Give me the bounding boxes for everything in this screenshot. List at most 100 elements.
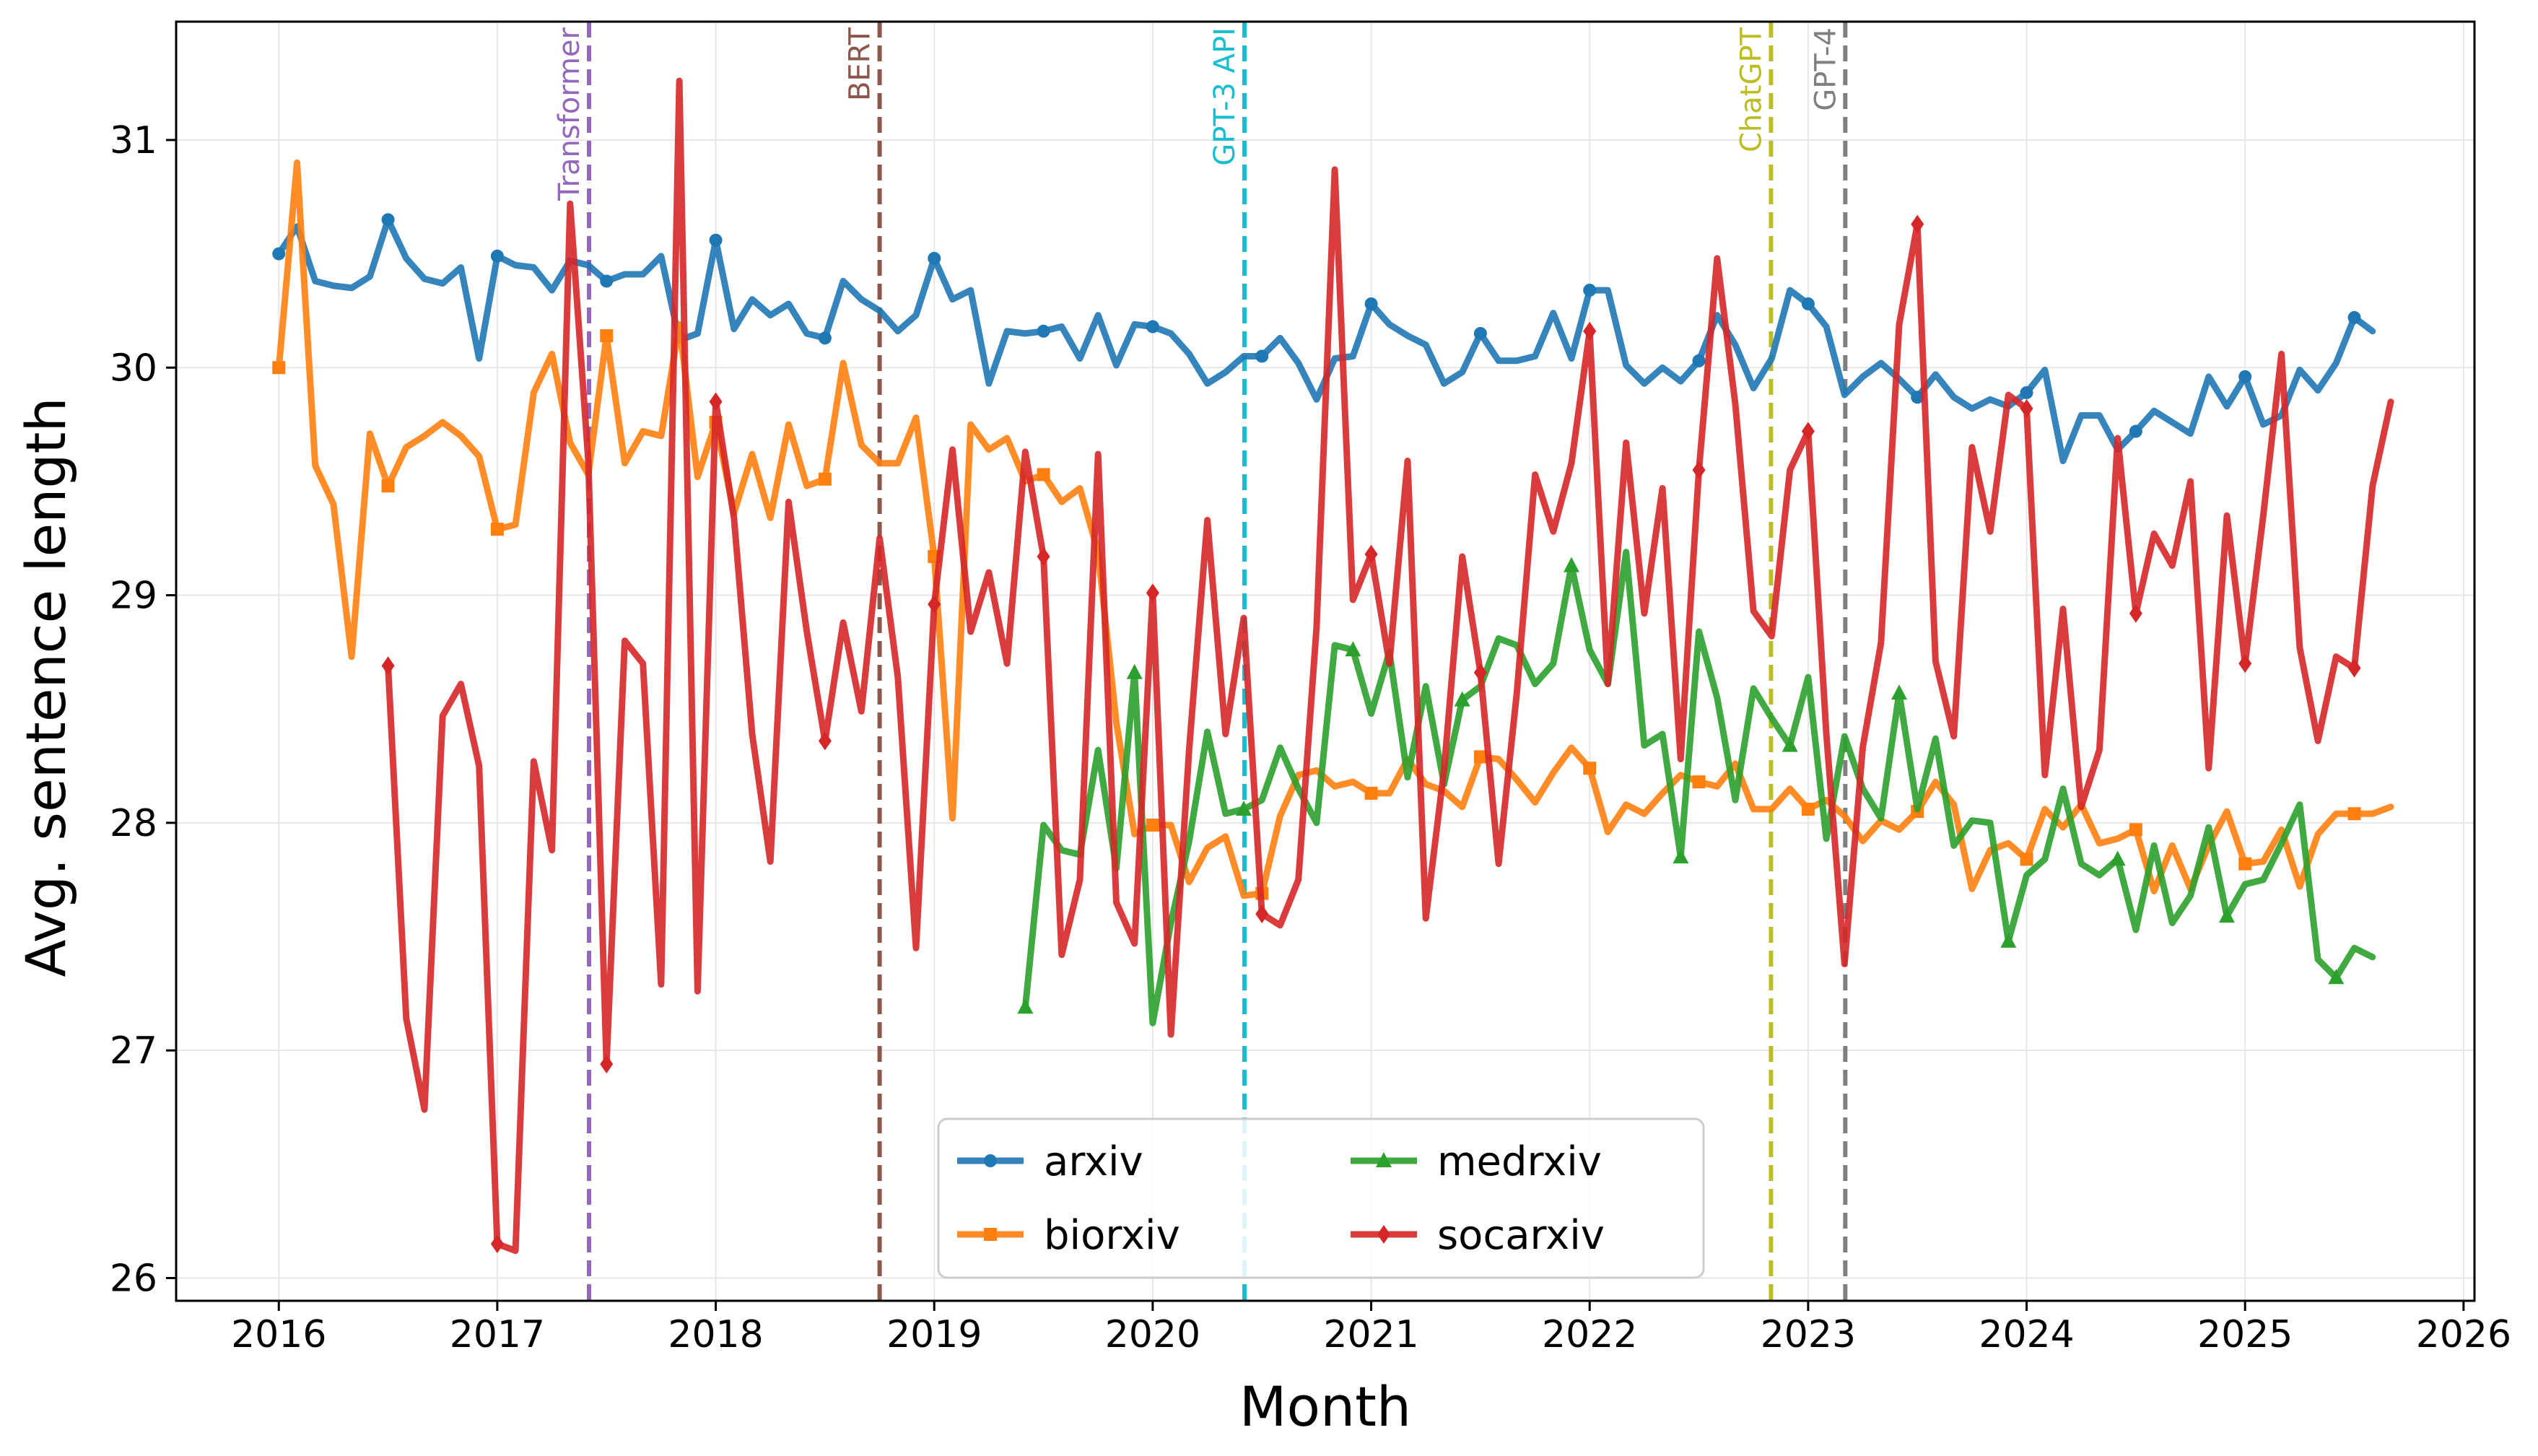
series-socarxiv (381, 77, 2394, 1255)
data-point (1583, 321, 1597, 341)
event-label: GPT-3 API (1208, 27, 1242, 166)
data-point (1801, 802, 1815, 816)
plot-frame (175, 20, 2476, 1302)
event-label: ChatGPT (1735, 27, 1768, 152)
data-point (709, 233, 723, 247)
data-point (2347, 310, 2361, 324)
y-tick-label: 27 (110, 1029, 157, 1073)
x-tick-label: 2019 (886, 1313, 982, 1356)
x-tick-label: 2024 (1979, 1313, 2074, 1356)
data-point (1255, 349, 1269, 363)
data-point (1801, 422, 1815, 441)
data-point (1377, 1225, 1390, 1244)
data-point (2328, 969, 2345, 985)
data-point (272, 247, 286, 261)
data-point (1364, 544, 1378, 564)
data-point (490, 249, 504, 263)
data-point (1473, 326, 1487, 340)
data-point (381, 213, 395, 227)
data-point (1473, 663, 1487, 682)
data-point (600, 329, 614, 343)
data-point (2000, 932, 2017, 948)
data-point (1037, 468, 1050, 481)
data-point (928, 595, 941, 614)
data-point (818, 472, 832, 486)
data-point (1236, 800, 1252, 816)
legend-label: biorxiv (1044, 1212, 1180, 1259)
data-point (1583, 284, 1597, 297)
data-point (1782, 736, 1798, 752)
data-point (1692, 461, 1706, 480)
x-tick-label: 2023 (1761, 1313, 1856, 1356)
series-biorxiv (272, 160, 2394, 900)
data-point (2347, 658, 2361, 678)
x-tick-label: 2025 (2197, 1313, 2293, 1356)
data-point (1345, 641, 1361, 657)
data-point (490, 523, 504, 536)
series-line (275, 160, 2394, 899)
data-point (984, 1154, 997, 1167)
y-axis-label: Avg. sentence length (14, 397, 78, 977)
data-point (2129, 603, 2142, 623)
data-point (2238, 857, 2252, 871)
legend-label: medrxiv (1437, 1138, 1602, 1185)
x-tick-label: 2022 (1542, 1313, 1637, 1356)
axes: 2016 2017 2018 2019 2020 2021 2022 2023 2024 2025… (110, 20, 2511, 1356)
data-point (600, 274, 614, 288)
legend-label: arxiv (1044, 1138, 1143, 1185)
data-point (2218, 907, 2235, 923)
y-tick-label: 26 (110, 1257, 157, 1300)
data-point (1146, 583, 1159, 603)
data-point (2020, 853, 2033, 866)
data-point (1017, 998, 1034, 1014)
x-tick-label: 2020 (1105, 1313, 1200, 1356)
data-point (2020, 399, 2033, 419)
data-point (1801, 297, 1815, 310)
data-point (1146, 819, 1159, 832)
x-tick-label: 2021 (1323, 1313, 1418, 1356)
y-tick-label: 31 (110, 119, 157, 162)
data-point (2129, 823, 2142, 837)
data-point (490, 1234, 504, 1254)
x-tick-label: 2026 (2416, 1313, 2511, 1356)
data-point (2238, 370, 2252, 383)
data-point (818, 731, 832, 751)
data-point (272, 361, 286, 375)
data-point (381, 656, 395, 676)
data-point (1255, 904, 1269, 923)
data-point (2129, 424, 2142, 438)
data-point (1673, 848, 1689, 864)
legend-label: socarxiv (1437, 1212, 1605, 1259)
data-point (1891, 684, 1908, 700)
data-point (928, 251, 941, 265)
y-tick-label: 30 (110, 346, 157, 390)
data-point (1692, 354, 1706, 367)
series-line (1021, 549, 2376, 1026)
series-lines (272, 77, 2394, 1255)
data-point (1037, 324, 1050, 338)
event-label: Transformer (553, 27, 586, 201)
event-label: GPT-4 (1809, 27, 1842, 111)
y-tick-label: 28 (110, 802, 157, 845)
data-point (1146, 320, 1159, 334)
data-point (2347, 807, 2361, 821)
data-point (1454, 691, 1470, 707)
data-point (1911, 214, 1924, 234)
data-point (1583, 762, 1597, 775)
data-point (1376, 1152, 1392, 1167)
data-point (709, 392, 723, 411)
data-point (600, 1055, 614, 1074)
data-point (1473, 750, 1487, 764)
data-point (1037, 546, 1050, 566)
data-point (2109, 850, 2126, 866)
legend: arxiv biorxiv medrxiv socarxiv (937, 1117, 1705, 1279)
data-point (1364, 297, 1378, 310)
x-tick-label: 2017 (450, 1313, 545, 1356)
data-point (2238, 654, 2252, 673)
data-point (1692, 775, 1706, 789)
data-point (818, 331, 832, 345)
x-axis-label: Month (1239, 1374, 1411, 1439)
data-point (1911, 391, 1924, 404)
data-point (1364, 786, 1378, 800)
data-point (984, 1228, 997, 1241)
